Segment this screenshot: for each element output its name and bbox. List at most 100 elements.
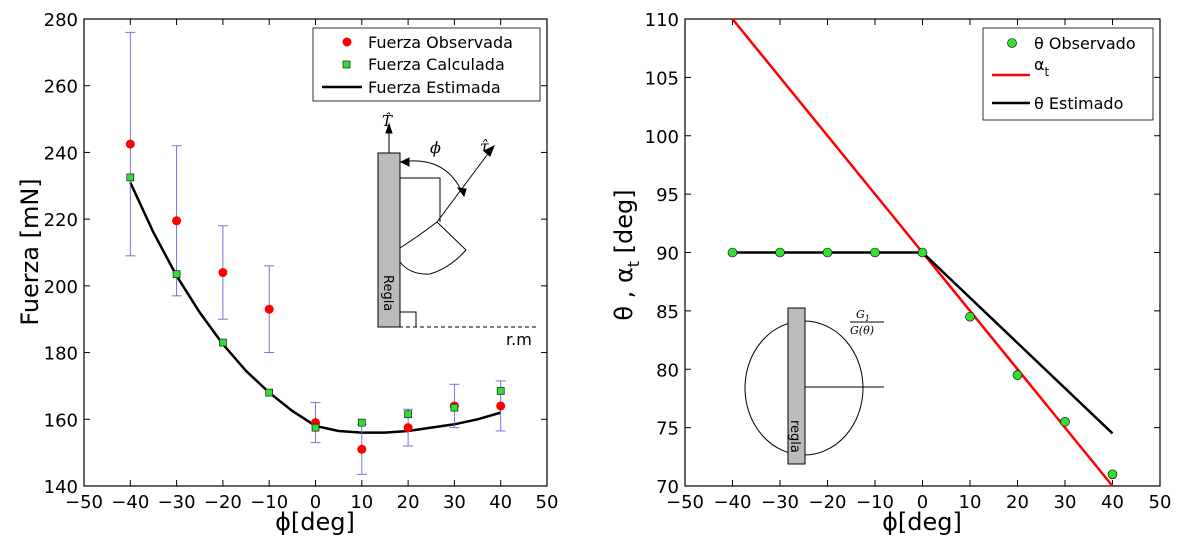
y-tick-label: 140 [44, 477, 78, 498]
data-point [172, 216, 182, 226]
left-inset-diagram [377, 122, 536, 328]
phi-arrowhead-right [456, 187, 467, 198]
inset-box [400, 177, 441, 222]
inset-tau-label: τ̂ [480, 137, 490, 156]
data-point [727, 247, 738, 258]
x-tick-label: 10 [959, 492, 982, 513]
x-tick-label: −10 [856, 492, 894, 513]
x-tick-label: 0 [310, 492, 321, 513]
inset-rm-label: r.m [506, 330, 532, 349]
x-tick-label: 10 [350, 492, 373, 513]
right-inset-diagram [744, 307, 884, 465]
right-series [727, 18, 1118, 487]
t-hat-arrowhead [385, 122, 393, 134]
y-tick-label: 280 [44, 10, 78, 31]
y-tick-label: 240 [44, 143, 78, 164]
x-tick-label: −30 [761, 492, 799, 513]
right-legend: θ Observado αt θ Estimado [982, 27, 1154, 121]
x-tick-label: 20 [1006, 492, 1029, 513]
x-tick-label: −10 [250, 492, 288, 513]
left-chart: −50 −40 −30 −20 −10 0 10 20 30 40 50 140 160 180 200 22… [16, 10, 558, 536]
y-tick-label: 90 [656, 244, 679, 265]
data-point [1012, 370, 1023, 380]
inset-phi-label: ϕ [430, 138, 441, 157]
right-ticks: −50 −40 −30 −20 −10 0 10 20 30 40 50 70 75 80 85 90 95 10… [645, 10, 1172, 513]
base-step [400, 311, 417, 327]
legend-marker-calculada [342, 60, 351, 69]
data-point [870, 247, 880, 258]
left-series [125, 31, 506, 475]
y-tick-label: 85 [656, 302, 679, 323]
legend-marker-theta-observado [1007, 38, 1017, 48]
data-point [219, 338, 227, 347]
data-point [404, 410, 412, 419]
legend-label-alpha: αt [1034, 55, 1050, 79]
y-tick-label: 180 [44, 344, 78, 365]
left-xlabel: ϕ[deg] [275, 508, 355, 536]
y-tick-label: 200 [44, 277, 78, 298]
x-tick-label: 30 [443, 492, 466, 513]
data-point [125, 139, 135, 149]
data-point [357, 418, 366, 427]
y-tick-label: 80 [656, 360, 679, 381]
legend-marker-observada [342, 37, 352, 47]
x-tick-label: −50 [666, 492, 704, 513]
data-point [1107, 469, 1118, 480]
x-tick-label: −20 [204, 492, 242, 513]
series-line [129, 181, 502, 434]
x-tick-label: −40 [714, 492, 752, 513]
data-point [218, 268, 228, 278]
y-tick-label: 110 [645, 10, 679, 31]
tau-arrow [436, 150, 491, 223]
data-point [264, 304, 274, 314]
x-tick-label: −20 [809, 492, 847, 513]
x-tick-label: 40 [1101, 492, 1124, 513]
data-point [496, 401, 506, 411]
x-tick-label: 20 [397, 492, 420, 513]
data-point [822, 247, 833, 258]
y-tick-label: 220 [44, 210, 78, 231]
regla-bar-right [787, 307, 806, 465]
data-point [172, 270, 181, 278]
x-tick-label: −50 [65, 492, 103, 513]
y-tick-label: 105 [645, 68, 679, 89]
inset-regla-label-right: regla [787, 420, 802, 453]
legend-label-theta-estimado: θ Estimado [1034, 94, 1123, 113]
data-point [775, 247, 785, 258]
inset-t-label: T̂ [382, 112, 393, 130]
left-legend: Fuerza Observada Fuerza Calculada Fuerza… [312, 27, 541, 102]
data-point [965, 311, 975, 322]
inset-ratio-num: G1 [856, 308, 870, 323]
legend-label-observada: Fuerza Observada [368, 33, 513, 52]
y-tick-label: 260 [44, 77, 78, 98]
y-tick-label: 95 [656, 185, 679, 206]
left-ticks: −50 −40 −30 −20 −10 0 10 20 30 40 50 140 160 180 200 22… [44, 10, 559, 513]
x-tick-label: 50 [1149, 492, 1172, 513]
x-tick-label: 40 [489, 492, 512, 513]
legend-label-theta-observado: θ Observado [1034, 34, 1136, 53]
inset-ratio-den: G(θ) [850, 324, 874, 337]
right-chart: −50 −40 −30 −20 −10 0 10 20 30 40 50 70 75 80 85 90 95 10… [610, 10, 1171, 536]
right-ylabel: θ , αt [deg] [610, 189, 643, 320]
inset-regla-label: Regla [380, 275, 395, 311]
legend-label-calculada: Fuerza Calculada [368, 55, 505, 74]
data-point [450, 403, 459, 412]
drop-profile [399, 221, 467, 275]
data-point [311, 423, 320, 432]
data-point [126, 173, 135, 182]
x-tick-label: 30 [1054, 492, 1077, 513]
y-tick-label: 160 [44, 410, 78, 431]
tau-arrowhead [483, 144, 495, 157]
data-point [403, 423, 413, 433]
x-tick-label: 0 [917, 492, 928, 513]
x-tick-label: −40 [111, 492, 149, 513]
data-point [496, 387, 505, 395]
x-tick-label: −30 [158, 492, 196, 513]
y-tick-label: 75 [656, 419, 679, 440]
x-tick-label: 50 [536, 492, 559, 513]
data-point [357, 444, 367, 454]
data-point [917, 247, 928, 258]
left-ylabel: Fuerza [mN] [16, 178, 44, 325]
data-point [1060, 416, 1070, 427]
